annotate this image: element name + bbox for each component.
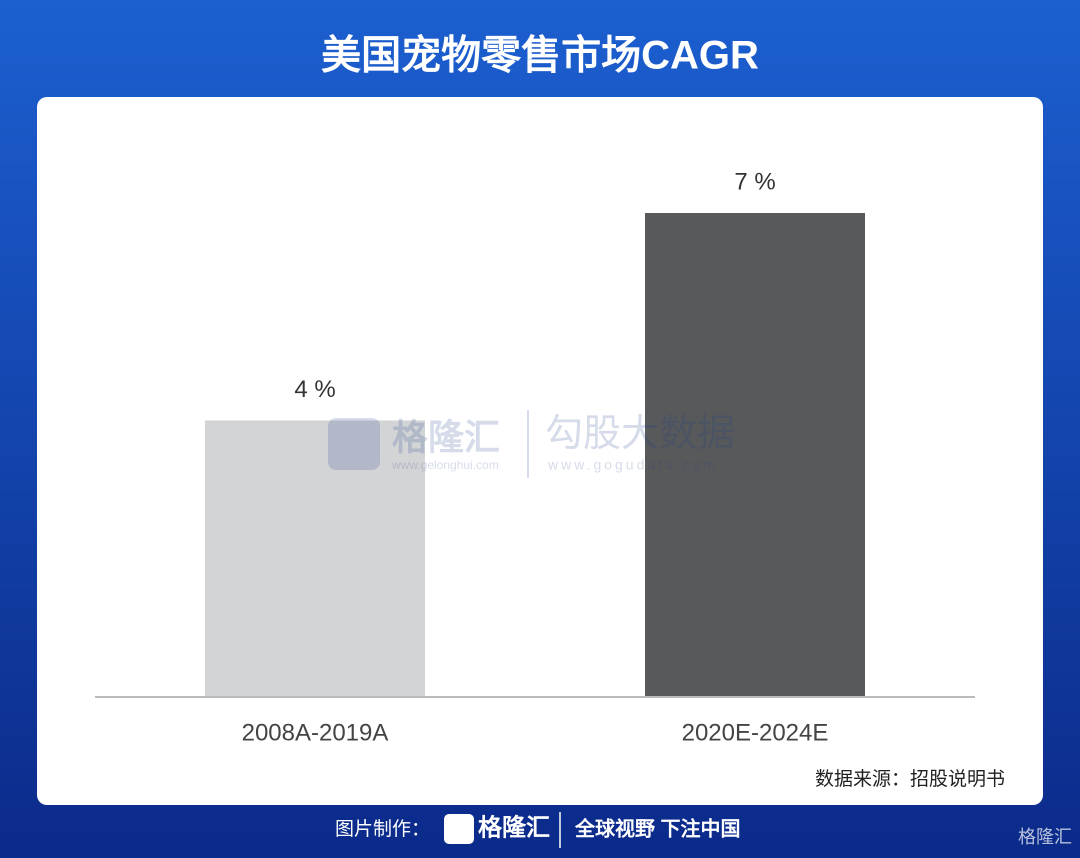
watermark: 格隆汇 www.gelonghui.com 勾股大数据 www.gogudata…	[328, 410, 735, 478]
footer-brand: 格隆汇	[478, 813, 550, 841]
watermark-url: www.gelonghui.com	[391, 458, 499, 472]
bar	[205, 420, 425, 697]
footer-logo	[444, 814, 474, 844]
watermark-brand: 格隆汇	[392, 417, 500, 458]
footer-slogan: 全球视野 下注中国	[574, 816, 741, 840]
source-note: 数据来源：招股说明书	[815, 768, 1005, 790]
x-tick-label: 2008A-2019A	[242, 719, 389, 746]
watermark-logo	[328, 418, 380, 470]
plot-area: 2008A-2019A 4 % 2020E-2024E 7 %	[95, 168, 975, 746]
bar	[645, 213, 865, 697]
corner-brand: 格隆汇	[1018, 827, 1072, 847]
footer-made-by: 图片制作：	[335, 818, 430, 840]
watermark-partner-url: www.gogudata.com	[547, 457, 718, 473]
x-tick-label: 2020E-2024E	[682, 719, 829, 746]
value-label: 4 %	[294, 376, 335, 403]
value-label: 7 %	[734, 168, 775, 195]
watermark-partner: 勾股大数据	[545, 413, 735, 455]
card	[37, 97, 1043, 805]
chart-title: 美国宠物零售市场CAGR	[321, 34, 759, 78]
